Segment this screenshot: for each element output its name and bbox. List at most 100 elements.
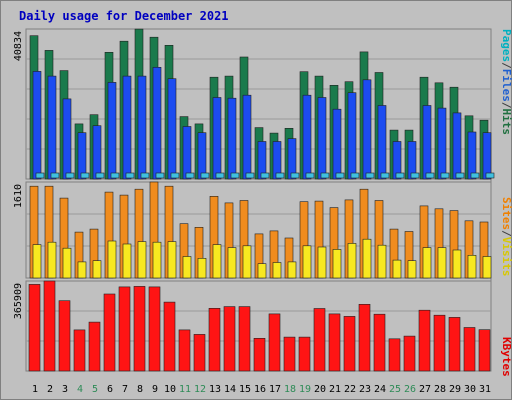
bar-pages-day-28 (440, 172, 450, 179)
legend-part-0: Sites (500, 197, 512, 230)
bar-pages-day-10 (170, 172, 180, 179)
legend-part-0: KBytes (500, 337, 512, 377)
x-tick-label-day-13: 13 (209, 384, 221, 395)
bar-pages-day-27 (425, 172, 435, 179)
bar-visits-day-7 (122, 243, 132, 279)
x-tick-label-day-20: 20 (314, 384, 326, 395)
bar-visits-day-2 (47, 241, 57, 279)
x-tick-label-day-22: 22 (344, 384, 356, 395)
bar-files-day-11 (182, 126, 192, 180)
x-tick-label-day-2: 2 (47, 384, 53, 395)
x-tick-label-day-26: 26 (404, 384, 416, 395)
x-tick-label-day-23: 23 (359, 384, 371, 395)
legend-part-2: Files (500, 69, 512, 102)
bar-visits-day-9 (152, 241, 162, 279)
bar-files-day-10 (167, 78, 177, 180)
bar-pages-day-6 (110, 172, 120, 179)
bar-pages-day-24 (380, 172, 390, 179)
x-tick-label-day-19: 19 (299, 384, 311, 395)
panel-3-ymax-label: 365909 (13, 283, 24, 319)
x-tick-label-day-6: 6 (107, 384, 113, 395)
bar-visits-day-10 (167, 241, 177, 279)
x-tick-label-day-24: 24 (374, 384, 386, 395)
legend-part-1: / (500, 230, 512, 237)
bar-pages-day-13 (215, 172, 225, 179)
x-tick-label-day-8: 8 (137, 384, 143, 395)
bar-files-day-1 (32, 71, 42, 180)
bar-visits-day-22 (347, 243, 357, 279)
bar-files-day-13 (212, 97, 222, 180)
bar-visits-day-25 (392, 259, 402, 279)
legend-part-1: / (500, 62, 512, 69)
x-tick-label-day-3: 3 (62, 384, 68, 395)
bar-files-day-15 (242, 94, 252, 180)
bar-pages-day-5 (95, 172, 105, 179)
x-tick-label-day-28: 28 (434, 384, 446, 395)
bar-kbytes-day-25 (388, 338, 401, 372)
bar-files-day-22 (347, 92, 357, 180)
bar-kbytes-day-10 (163, 301, 176, 372)
bar-visits-day-15 (242, 245, 252, 279)
panel-1-ymax-label: 40834 (13, 31, 24, 61)
bar-pages-day-30 (470, 172, 480, 179)
bar-files-day-9 (152, 67, 162, 180)
bar-files-day-27 (422, 105, 432, 180)
bar-files-day-23 (362, 79, 372, 180)
bar-kbytes-day-7 (118, 286, 131, 372)
bar-visits-day-1 (32, 244, 42, 279)
bar-visits-day-19 (302, 245, 312, 279)
bar-kbytes-day-1 (28, 284, 41, 372)
x-tick-label-day-12: 12 (194, 384, 206, 395)
bar-files-day-21 (332, 108, 342, 180)
bar-kbytes-day-19 (298, 336, 311, 372)
bar-kbytes-day-21 (328, 313, 341, 372)
bar-pages-day-14 (230, 172, 240, 179)
panel-3-legend: KBytes (500, 337, 512, 377)
bar-files-day-29 (452, 112, 462, 180)
bar-kbytes-day-12 (193, 334, 206, 372)
bar-kbytes-day-3 (58, 300, 71, 372)
x-tick-label-day-11: 11 (179, 384, 191, 395)
bar-visits-day-14 (227, 247, 237, 279)
bar-pages-day-22 (350, 172, 360, 179)
bar-kbytes-day-18 (283, 336, 296, 372)
bar-visits-day-12 (197, 257, 207, 279)
x-tick-label-day-7: 7 (122, 384, 128, 395)
bar-visits-day-6 (107, 240, 117, 279)
bar-pages-day-11 (185, 172, 195, 179)
bar-pages-day-15 (245, 172, 255, 179)
bar-files-day-2 (47, 75, 57, 180)
bar-visits-day-28 (437, 247, 447, 279)
legend-part-4: Hits (500, 109, 512, 136)
bar-pages-day-26 (410, 172, 420, 179)
bar-visits-day-27 (422, 247, 432, 279)
bar-visits-day-26 (407, 260, 417, 279)
panel-1-legend: Pages/Files/Hits (500, 29, 512, 135)
bar-kbytes-day-15 (238, 306, 251, 372)
legend-part-3: / (500, 102, 512, 109)
bar-pages-day-18 (290, 172, 300, 179)
panel-2-legend: Sites/Visits (500, 197, 512, 277)
x-tick-label-day-16: 16 (254, 384, 266, 395)
bar-files-day-24 (377, 105, 387, 180)
bar-visits-day-29 (452, 249, 462, 279)
bar-visits-day-3 (62, 247, 72, 279)
bar-kbytes-day-24 (373, 313, 386, 372)
bar-files-day-12 (197, 132, 207, 180)
bar-files-day-25 (392, 141, 402, 180)
bar-kbytes-day-11 (178, 329, 191, 372)
bar-pages-day-9 (155, 172, 165, 179)
bar-kbytes-day-9 (148, 286, 161, 372)
legend-part-0: Pages (500, 29, 512, 62)
bar-files-day-20 (317, 97, 327, 180)
bar-visits-day-17 (272, 262, 282, 279)
bar-pages-day-8 (140, 172, 150, 179)
x-tick-label-day-15: 15 (239, 384, 251, 395)
bar-pages-day-29 (455, 172, 465, 179)
bar-visits-day-23 (362, 238, 372, 279)
panel-2-ymax-label: 1610 (13, 184, 24, 208)
bar-files-day-4 (77, 132, 87, 180)
bar-kbytes-day-16 (253, 337, 266, 372)
